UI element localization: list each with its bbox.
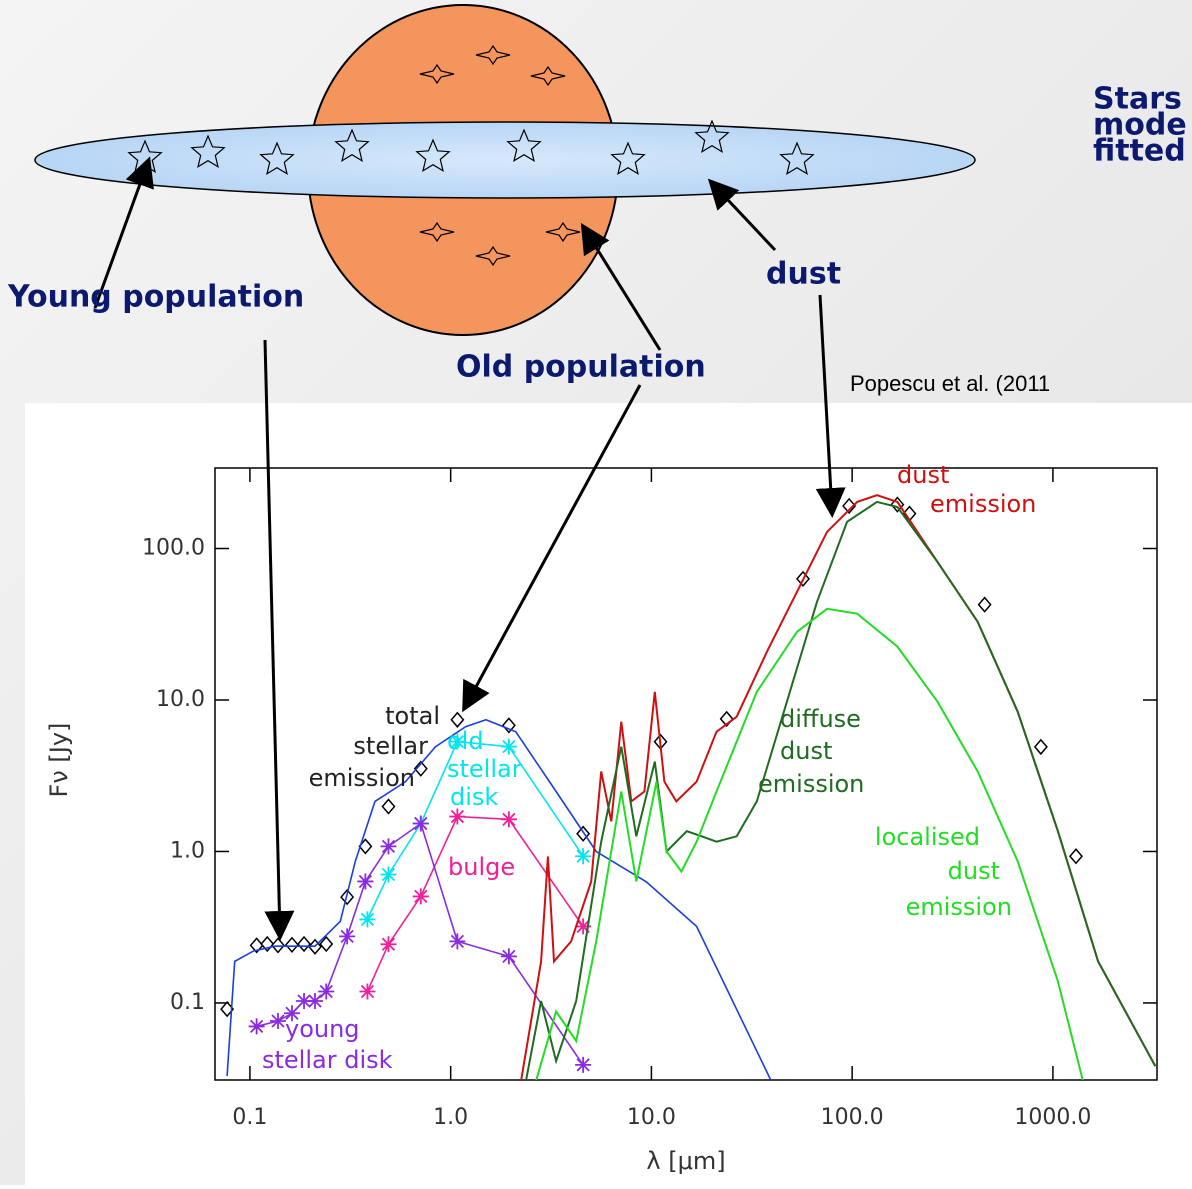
series-label: emission [758,770,864,798]
data-point [501,948,517,964]
data-point [249,1018,265,1034]
x-axis-label: λ [μm] [646,1147,725,1175]
data-point [307,993,323,1009]
data-point [413,888,429,904]
data-point [380,838,396,854]
data-point [413,815,429,831]
data-point [380,936,396,952]
chart-panel [25,403,1192,1185]
y-axis-label: Fν [Jy] [45,723,73,798]
data-point [357,873,373,889]
x-tick-label: 0.1 [232,1105,267,1130]
data-point [501,739,517,755]
x-tick-label: 1.0 [433,1105,468,1130]
data-point [359,984,375,1000]
y-tick-label: 1.0 [170,838,205,863]
y-tick-label: 0.1 [170,990,205,1015]
series-label: emission [930,490,1036,518]
slide: Stars mode fitted Young population Old p… [0,0,1192,1185]
x-tick-label: 1000.0 [1014,1105,1091,1130]
page: Stars mode fitted Young population Old p… [0,0,1192,1185]
citation: Popescu et al. (2011 [850,371,1050,396]
series-label: stellar disk [262,1046,393,1074]
series-label: emission [906,893,1012,921]
series-label: old [447,727,484,755]
label-old: Old population [456,350,706,385]
data-point [575,1057,591,1073]
series-label: diffuse [780,705,861,733]
series-label: stellar [447,755,522,783]
series-label: dust [780,737,832,765]
data-point [575,848,591,864]
heading-line: fitted [1093,134,1186,169]
series-label: dust [897,461,949,489]
data-point [501,811,517,827]
data-point [270,1013,286,1029]
data-point [339,928,355,944]
data-point [380,866,396,882]
x-tick-label: 100.0 [821,1105,884,1130]
x-tick-label: 10.0 [627,1105,676,1130]
data-point [318,984,334,1000]
label-dust: dust [766,257,841,292]
series-label: localised [875,823,980,851]
series-label: young [285,1015,360,1043]
series-label: disk [450,783,498,811]
y-tick-label: 100.0 [142,536,205,561]
series-label: emission [309,764,415,792]
data-point [449,933,465,949]
y-tick-label: 10.0 [156,687,205,712]
series-label: stellar [353,732,428,760]
disk-shape [35,122,975,198]
label-young: Young population [7,280,304,315]
series-label: dust [948,857,1000,885]
data-point [359,911,375,927]
series-label: total [385,702,440,730]
series-label: bulge [448,853,515,881]
